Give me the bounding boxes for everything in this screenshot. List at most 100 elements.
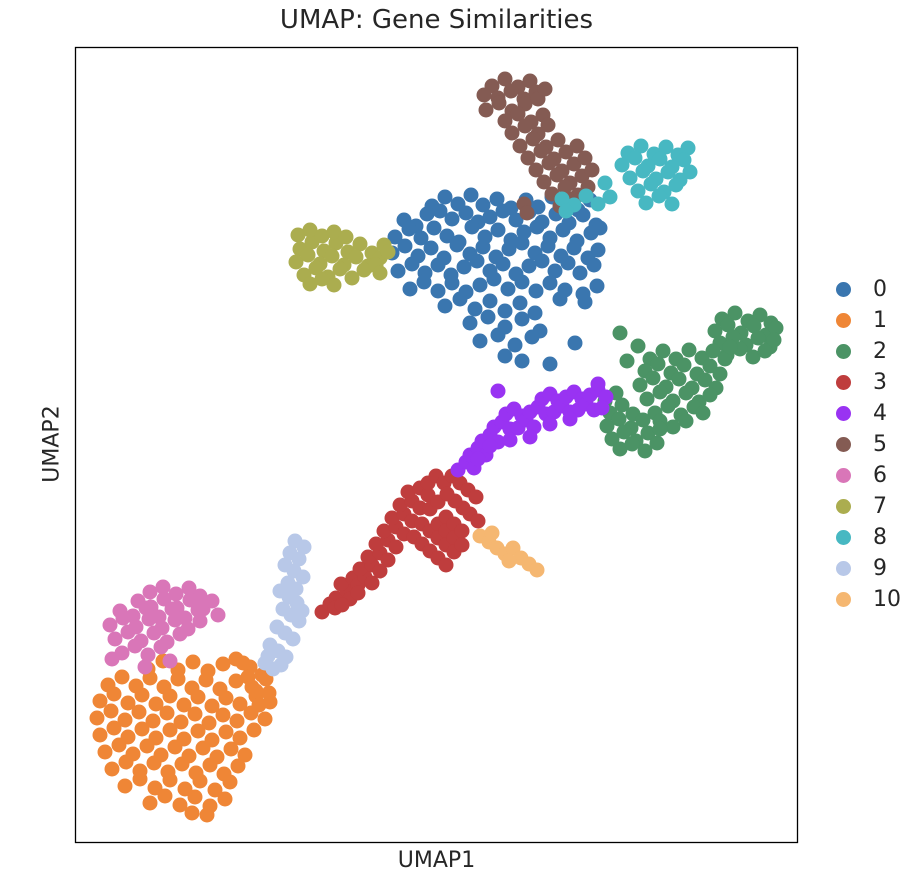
scatter-point xyxy=(514,274,530,290)
scatter-point xyxy=(114,669,130,685)
scatter-point xyxy=(702,358,718,374)
scatter-point xyxy=(142,584,158,600)
scatter-point xyxy=(423,240,439,256)
legend-label: 8 xyxy=(873,524,887,550)
scatter-point xyxy=(153,639,169,655)
scatter-point xyxy=(468,489,484,505)
scatter-point xyxy=(550,132,566,148)
scatter-point xyxy=(352,236,368,252)
scatter-point xyxy=(514,311,530,327)
scatter-point xyxy=(664,196,680,212)
scatter-point xyxy=(490,327,506,343)
scatter-point xyxy=(484,525,500,541)
scatter-point xyxy=(162,722,178,738)
scatter-point xyxy=(490,383,506,399)
scatter-point xyxy=(651,188,667,204)
scatter-point xyxy=(637,443,653,459)
scatter-point xyxy=(746,318,762,334)
legend-item-8: 8 xyxy=(836,522,901,553)
scatter-point xyxy=(356,262,372,278)
scatter-point xyxy=(676,357,692,373)
scatter-point xyxy=(472,277,488,293)
legend-item-3: 3 xyxy=(836,367,901,398)
scatter-point xyxy=(577,150,593,166)
scatter-point xyxy=(413,230,429,246)
scatter-point xyxy=(380,244,396,260)
scatter-point xyxy=(314,271,330,287)
scatter-point xyxy=(643,176,659,192)
scatter-point xyxy=(452,291,468,307)
scatter-point xyxy=(439,228,455,244)
scatter-point xyxy=(162,772,178,788)
legend-swatch-icon xyxy=(836,561,851,576)
scatter-point xyxy=(575,207,591,223)
scatter-point xyxy=(401,221,417,237)
scatter-point xyxy=(624,436,640,452)
scatter-point xyxy=(529,219,545,235)
scatter-point xyxy=(589,278,605,294)
x-axis-label: UMAP1 xyxy=(397,848,476,873)
scatter-point xyxy=(201,715,217,731)
scatter-point xyxy=(717,351,733,367)
scatter-point xyxy=(537,81,553,97)
scatter-point xyxy=(497,303,513,319)
scatter-point xyxy=(104,761,120,777)
scatter-point xyxy=(215,707,231,723)
scatter-point xyxy=(89,710,105,726)
scatter-point xyxy=(288,581,304,597)
y-axis-label: UMAP2 xyxy=(39,405,65,483)
scatter-point xyxy=(439,486,455,502)
scatter-point xyxy=(207,782,223,798)
scatter-point xyxy=(504,125,520,141)
scatter-point xyxy=(190,723,206,739)
scatter-point xyxy=(139,738,155,754)
scatter-point xyxy=(557,179,573,195)
scatter-point xyxy=(521,258,537,274)
scatter-point xyxy=(141,611,157,627)
scatter-point xyxy=(622,170,638,186)
scatter-point xyxy=(527,305,543,321)
scatter-point xyxy=(533,143,549,159)
scatter-point xyxy=(668,177,684,193)
scatter-point xyxy=(635,163,651,179)
scatter-point xyxy=(482,438,498,454)
scatter-point xyxy=(604,431,620,447)
scatter-point xyxy=(146,755,162,771)
scatter-point xyxy=(167,739,183,755)
legend: 0 1 2 3 4 5 6 7 8 9 10 xyxy=(836,274,901,615)
cluster-1-points xyxy=(89,651,278,823)
scatter-point xyxy=(678,413,694,429)
scatter-point xyxy=(639,391,655,407)
scatter-point xyxy=(707,323,723,339)
scatter-point xyxy=(326,224,342,240)
legend-item-1: 1 xyxy=(836,305,901,336)
scatter-point xyxy=(650,356,666,372)
scatter-point xyxy=(766,332,782,348)
scatter-point xyxy=(665,419,681,435)
scatter-point xyxy=(541,155,557,171)
scatter-point xyxy=(176,697,192,713)
scatter-point xyxy=(611,411,627,427)
scatter-point xyxy=(217,791,233,807)
scatter-point xyxy=(649,435,665,451)
scatter-point xyxy=(525,131,541,147)
scatter-point xyxy=(437,189,453,205)
cluster-7-points xyxy=(288,222,396,293)
scatter-point xyxy=(172,797,188,813)
scatter-point xyxy=(215,656,231,672)
scatter-point xyxy=(522,429,538,445)
scatter-point xyxy=(547,263,563,279)
scatter-point xyxy=(472,333,488,349)
scatter-point xyxy=(529,562,545,578)
scatter-point xyxy=(332,261,348,277)
scatter-point xyxy=(156,591,172,607)
scatter-point xyxy=(702,387,718,403)
scatter-point xyxy=(720,317,736,333)
scatter-point xyxy=(260,648,276,664)
scatter-point xyxy=(495,203,511,219)
scatter-point xyxy=(167,612,183,628)
scatter-point xyxy=(210,607,226,623)
scatter-point xyxy=(117,778,133,794)
scatter-point xyxy=(190,689,206,705)
scatter-point xyxy=(132,771,148,787)
